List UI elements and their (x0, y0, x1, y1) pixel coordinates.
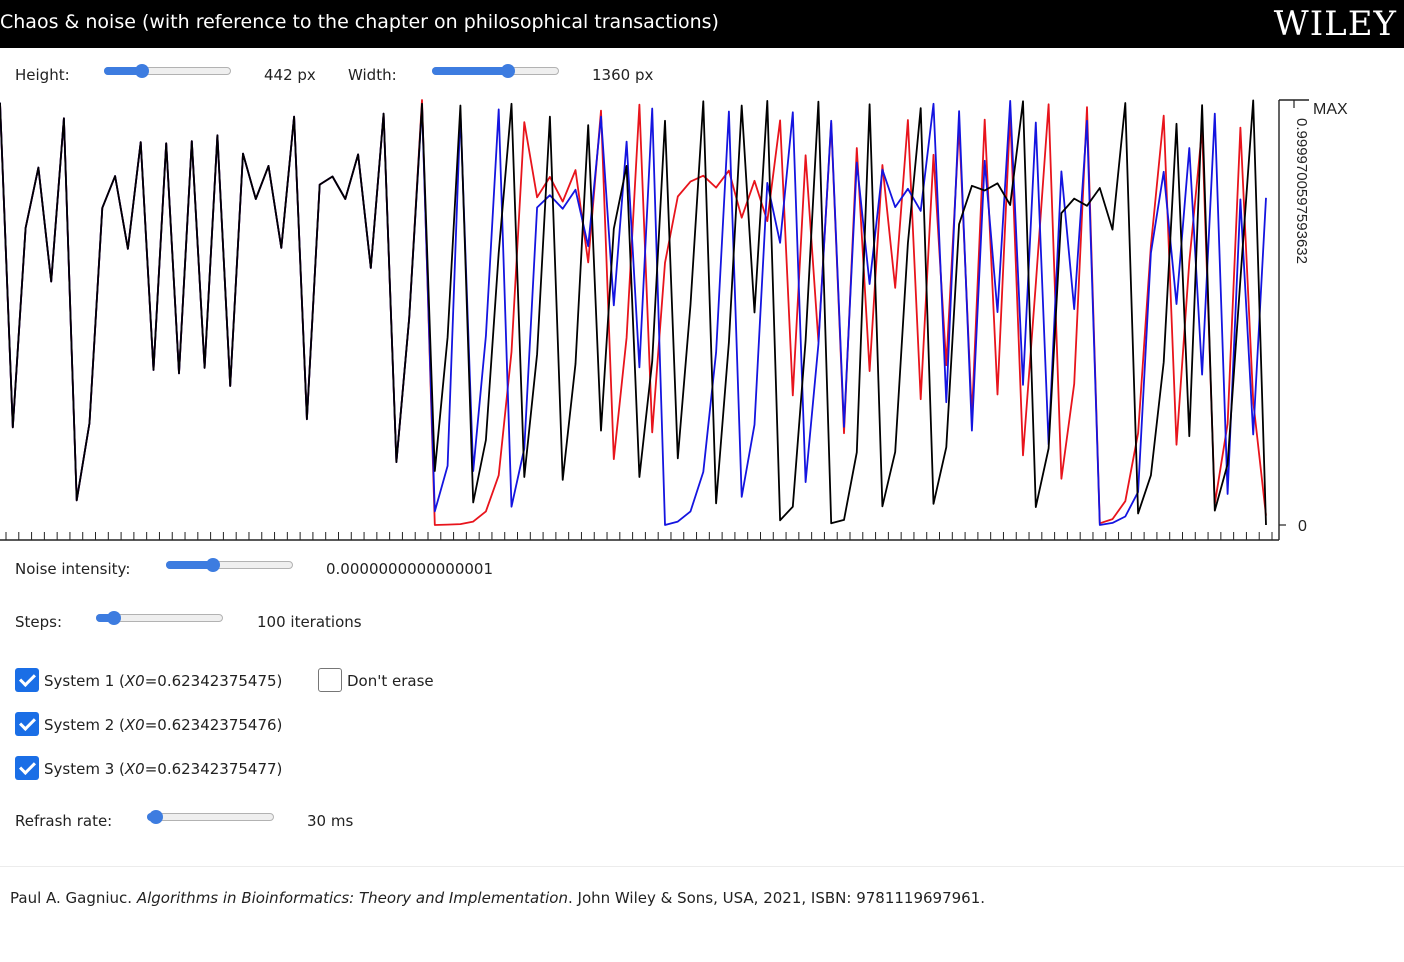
height-slider-thumb[interactable] (135, 64, 150, 78)
steps-slider[interactable] (96, 608, 223, 628)
system-3-checkbox[interactable] (15, 756, 39, 780)
header-bar: Chaos & noise (with reference to the cha… (0, 0, 1404, 48)
wiley-logo: WILEY (1273, 4, 1397, 44)
steps-label: Steps: (15, 613, 63, 631)
height-label: Height: (15, 66, 70, 84)
chart-series-group (0, 99, 1267, 526)
y-max-label: MAX (1313, 101, 1348, 118)
refresh-rate-value: 30 ms (307, 812, 354, 830)
noise-slider-thumb[interactable] (205, 558, 220, 572)
app-title: Chaos & noise (with reference to the cha… (0, 11, 719, 33)
refresh-rate-slider-thumb[interactable] (148, 810, 163, 824)
noise-slider[interactable] (166, 555, 293, 575)
refresh-rate-label: Refrash rate: (15, 812, 113, 830)
footer-divider (0, 866, 1404, 867)
width-label: Width: (348, 66, 397, 84)
height-value: 442 px (264, 66, 316, 84)
series-line-system-3 (0, 99, 1267, 526)
width-value: 1360 px (592, 66, 654, 84)
steps-slider-thumb[interactable] (106, 611, 121, 625)
x-axis-ticks (5, 532, 1273, 540)
width-slider[interactable] (432, 61, 559, 81)
dont-erase-checkbox[interactable] (318, 668, 342, 692)
y-min-label: 0 (1298, 518, 1307, 535)
dont-erase-label: Don't erase (347, 672, 434, 690)
height-slider[interactable] (104, 61, 231, 81)
width-slider-thumb[interactable] (501, 64, 516, 78)
noise-value: 0.0000000000000001 (326, 560, 494, 578)
y-max-value: 0.9999700597593632 (1293, 118, 1310, 264)
noise-label: Noise intensity: (15, 560, 131, 578)
system-1-checkbox[interactable] (15, 668, 39, 692)
chaos-chart: MAX 0 0.9999700597593632 (0, 99, 1348, 541)
system-2-label: System 2 (X0=0.62342375476) (44, 716, 283, 734)
steps-value: 100 iterations (257, 613, 362, 631)
citation: Paul A. Gagniuc. Algorithms in Bioinform… (10, 889, 986, 907)
refresh-rate-slider[interactable] (147, 807, 274, 827)
system-1-label: System 1 (X0=0.62342375475) (44, 672, 283, 690)
system-2-checkbox[interactable] (15, 712, 39, 736)
system-3-label: System 3 (X0=0.62342375477) (44, 760, 283, 778)
